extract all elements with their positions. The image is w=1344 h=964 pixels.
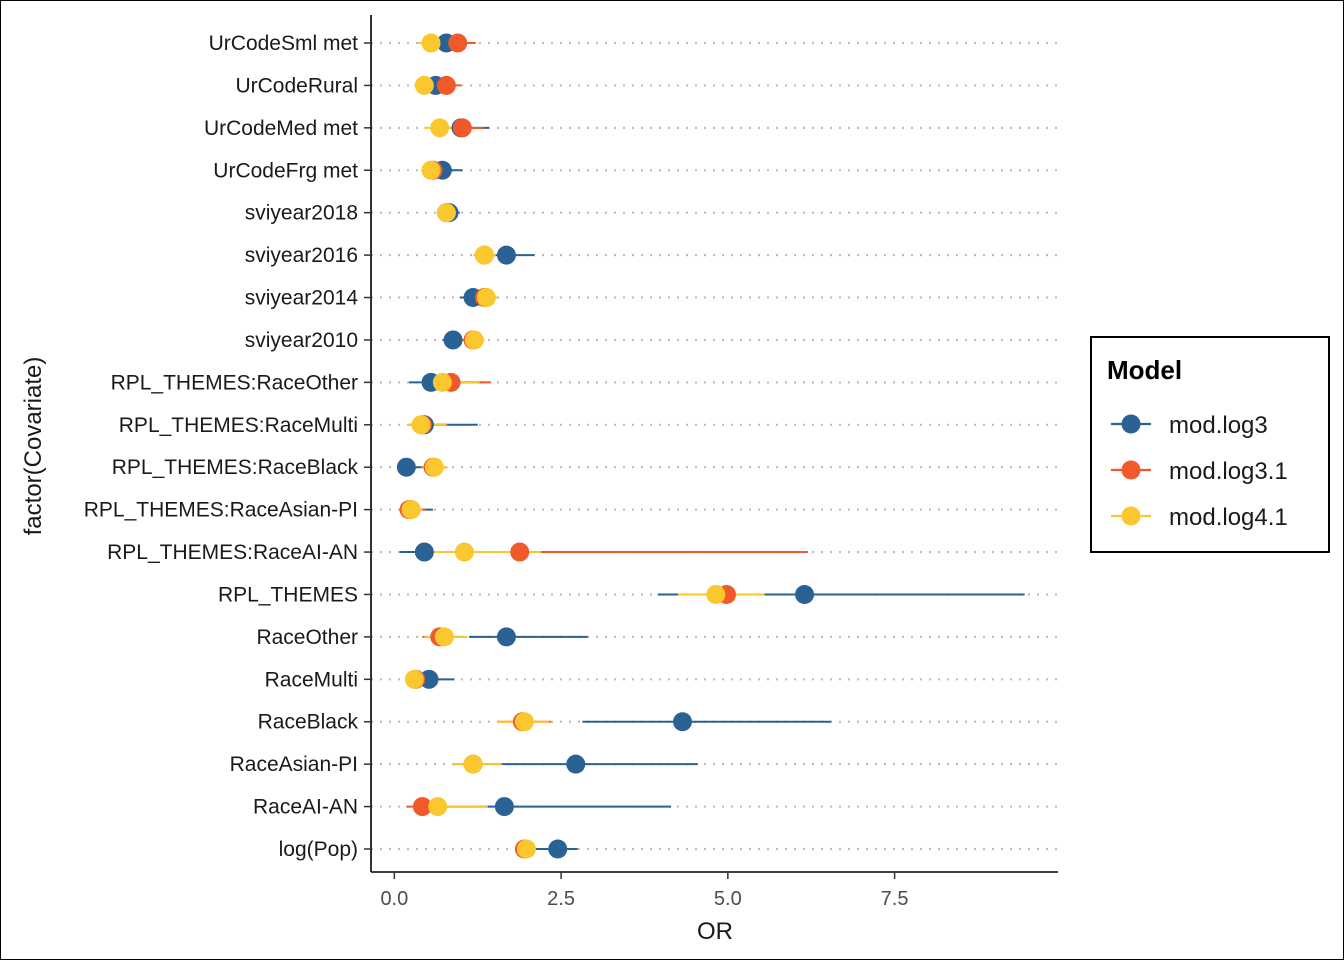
point-mod-log4-1-sviyear2018 [436, 203, 456, 223]
y-tick-label-log-pop: log(Pop) [279, 838, 358, 861]
point-mod-log4-1-sviyear2014 [476, 288, 496, 308]
point-mod-log3-sviyear2016 [496, 245, 516, 265]
legend-item-mod-log4-1: mod.log4.1 [1111, 504, 1288, 531]
axis-layer [370, 15, 1058, 873]
legend-label: mod.log4.1 [1169, 504, 1288, 531]
y-tick-label-sviyear2018: sviyear2018 [245, 202, 358, 225]
point-mod-log3-rpl-themes-raceai-an [414, 542, 434, 562]
y-tick-label-rpl-themes-raceasian-pi: RPL_THEMES:RaceAsian-PI [84, 499, 358, 522]
y-tick-label-raceasian-pi: RaceAsian-PI [230, 753, 358, 776]
point-mod-log3-1-urcodemed-met [452, 118, 472, 138]
point-mod-log3-1-urcodesml-met [448, 33, 468, 53]
legend: Model mod.log3 mod.log3.1 mod.log4.1 [1090, 336, 1330, 553]
x-tick-label: 2.5 [547, 888, 575, 910]
point-mod-log3-raceother [496, 627, 516, 647]
y-tick-label-urcodemed-met: UrCodeMed met [204, 117, 358, 140]
legend-label: mod.log3 [1169, 412, 1268, 439]
point-mod-log4-1-rpl-themes [706, 584, 726, 604]
y-tick-label-rpl-themes-raceother: RPL_THEMES:RaceOther [111, 371, 358, 394]
point-mod-log4-1-rpl-themes-raceblack [424, 457, 444, 477]
point-mod-log4-1-log-pop [516, 839, 536, 859]
point-mod-log4-1-rpl-themes-raceai-an [454, 542, 474, 562]
point-mod-log4-1-rpl-themes-racemulti [411, 415, 431, 435]
point-mod-log4-1-raceblack [514, 712, 534, 732]
point-mod-log3-raceblack [672, 712, 692, 732]
point-mod-log3-raceasian-pi [566, 754, 586, 774]
legend-key-point [1121, 506, 1141, 526]
legend-label: mod.log3.1 [1169, 458, 1288, 485]
grid-layer [371, 41, 1058, 851]
x-tick-label: 5.0 [714, 888, 742, 910]
point-mod-log4-1-urcodesml-met [421, 33, 441, 53]
point-mod-log3-1-raceai-an [412, 797, 432, 817]
y-tick-label-rpl-themes-racemulti: RPL_THEMES:RaceMulti [119, 414, 358, 437]
point-mod-log4-1-raceother [434, 627, 454, 647]
point-mod-log3-log-pop [548, 839, 568, 859]
y-tick-label-raceai-an: RaceAI-AN [253, 796, 358, 819]
y-tick-label-rpl-themes-raceblack: RPL_THEMES:RaceBlack [112, 456, 359, 479]
point-mod-log4-1-urcoderural [414, 75, 434, 95]
x-tick-layer: 0.0 2.5 5.0 7.5 [380, 872, 908, 910]
point-mod-log3-rpl-themes-raceblack [396, 457, 416, 477]
legend-item-mod-log3-1: mod.log3.1 [1111, 458, 1288, 485]
y-tick-label-urcoderural: UrCodeRural [235, 74, 358, 97]
point-mod-log4-1-sviyear2010 [464, 330, 484, 350]
interval-layer [397, 42, 1025, 850]
legend-key-point [1121, 414, 1141, 434]
legend-items: mod.log3 mod.log3.1 mod.log4.1 [1111, 412, 1288, 531]
point-mod-log4-1-urcodefrg-met [421, 160, 441, 180]
y-tick-label-sviyear2016: sviyear2016 [245, 244, 358, 267]
y-tick-label-rpl-themes: RPL_THEMES [218, 583, 358, 606]
point-mod-log4-1-raceai-an [428, 797, 448, 817]
y-tick-label-racemulti: RaceMulti [265, 668, 358, 691]
x-axis-title: OR [697, 918, 733, 945]
point-mod-log3-1-rpl-themes-raceai-an [510, 542, 530, 562]
point-mod-log3-sviyear2010 [443, 330, 463, 350]
y-tick-label-sviyear2014: sviyear2014 [245, 287, 359, 310]
y-tick-label-raceblack: RaceBlack [258, 711, 359, 734]
point-mod-log4-1-sviyear2016 [474, 245, 494, 265]
y-tick-label-sviyear2010: sviyear2010 [245, 329, 358, 352]
x-tick-label: 0.0 [380, 888, 408, 910]
legend-key-point [1121, 460, 1141, 480]
point-mod-log3-raceai-an [494, 797, 514, 817]
point-mod-log4-1-racemulti [404, 669, 424, 689]
point-mod-log3-rpl-themes [795, 584, 815, 604]
y-tick-layer: log(Pop) RaceAI-AN RaceAsian-PI RaceBlack Ra… [84, 32, 371, 861]
y-axis-title: factor(Covariate) [20, 357, 47, 536]
point-mod-log3-racemulti [419, 669, 439, 689]
point-mod-log4-1-urcodemed-met [430, 118, 450, 138]
y-tick-label-urcodefrg-met: UrCodeFrg met [213, 159, 358, 182]
legend-item-mod-log3: mod.log3 [1111, 412, 1268, 439]
point-mod-log3-1-urcoderural [436, 75, 456, 95]
y-tick-label-urcodesml-met: UrCodeSml met [209, 32, 359, 55]
point-mod-log4-1-raceasian-pi [463, 754, 483, 774]
x-tick-label: 7.5 [881, 888, 909, 910]
y-tick-label-raceother: RaceOther [256, 626, 358, 649]
legend-title: Model [1107, 355, 1182, 385]
point-layer [396, 33, 815, 859]
y-tick-label-rpl-themes-raceai-an: RPL_THEMES:RaceAI-AN [107, 541, 358, 564]
point-mod-log4-1-rpl-themes-raceasian-pi [401, 500, 421, 520]
point-mod-log4-1-rpl-themes-raceother [432, 372, 452, 392]
